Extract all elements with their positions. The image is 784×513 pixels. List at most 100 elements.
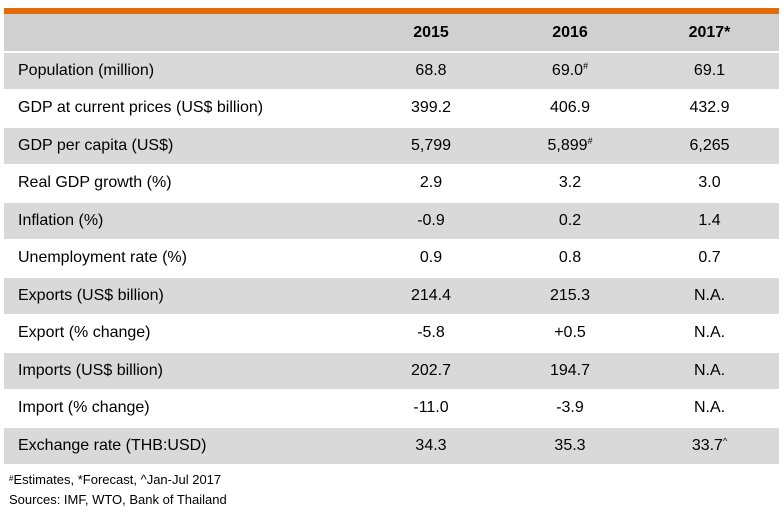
- header-corner-cell: [4, 14, 362, 52]
- value-cell: 34.3: [362, 427, 500, 465]
- cell-value: 68.8: [415, 62, 446, 79]
- cell-value: 0.9: [420, 249, 442, 266]
- footnote-mark: ^: [723, 436, 727, 446]
- cell-value: N.A.: [694, 362, 725, 379]
- value-cell: 0.7: [640, 240, 779, 278]
- value-cell: 1.4: [640, 202, 779, 240]
- table-row: Imports (US$ billion) 202.7 194.7 N.A.: [4, 352, 779, 390]
- value-cell: 33.7^: [640, 427, 779, 465]
- cell-value: 5,899: [547, 137, 587, 154]
- footnotes: #Estimates, *Forecast, ^Jan-Jul 2017 Sou…: [9, 470, 227, 510]
- cell-value: 202.7: [411, 362, 451, 379]
- value-cell: N.A.: [640, 315, 779, 353]
- row-label: Exports (US$ billion): [4, 277, 362, 315]
- value-cell: 69.0#: [500, 52, 640, 90]
- row-label: GDP per capita (US$): [4, 127, 362, 165]
- value-cell: N.A.: [640, 390, 779, 428]
- row-label: Export (% change): [4, 315, 362, 353]
- table-header-row: 2015 2016 2017*: [4, 14, 779, 52]
- cell-value: 406.9: [550, 99, 590, 116]
- table-row: GDP at current prices (US$ billion) 399.2…: [4, 90, 779, 128]
- row-label: Unemployment rate (%): [4, 240, 362, 278]
- table-row: Exchange rate (THB:USD) 34.3 35.3 33.7^: [4, 427, 779, 465]
- column-header-2015: 2015: [362, 14, 500, 52]
- value-cell: 68.8: [362, 52, 500, 90]
- table-row: Unemployment rate (%) 0.9 0.8 0.7: [4, 240, 779, 278]
- cell-value: 215.3: [550, 287, 590, 304]
- value-cell: 399.2: [362, 90, 500, 128]
- column-header-2017: 2017*: [640, 14, 779, 52]
- cell-value: 194.7: [550, 362, 590, 379]
- cell-value: 5,799: [411, 137, 451, 154]
- value-cell: +0.5: [500, 315, 640, 353]
- row-label: Inflation (%): [4, 202, 362, 240]
- value-cell: 3.2: [500, 165, 640, 203]
- value-cell: -3.9: [500, 390, 640, 428]
- cell-value: 2.9: [420, 174, 442, 191]
- value-cell: -11.0: [362, 390, 500, 428]
- value-cell: 2.9: [362, 165, 500, 203]
- value-cell: 0.2: [500, 202, 640, 240]
- cell-value: -0.9: [417, 212, 445, 229]
- row-label: Real GDP growth (%): [4, 165, 362, 203]
- value-cell: 6,265: [640, 127, 779, 165]
- economic-indicators-table: 2015 2016 2017* Population (million) 68.8…: [4, 14, 779, 466]
- cell-value: 432.9: [689, 99, 729, 116]
- cell-value: 6,265: [689, 137, 729, 154]
- cell-value: N.A.: [694, 287, 725, 304]
- value-cell: 0.9: [362, 240, 500, 278]
- cell-value: 0.2: [559, 212, 581, 229]
- row-label: Import (% change): [4, 390, 362, 428]
- value-cell: N.A.: [640, 277, 779, 315]
- cell-value: 3.0: [698, 174, 720, 191]
- value-cell: 69.1: [640, 52, 779, 90]
- table-row: Inflation (%) -0.9 0.2 1.4: [4, 202, 779, 240]
- table-row: Exports (US$ billion) 214.4 215.3 N.A.: [4, 277, 779, 315]
- footnote-estimates-mark: #: [9, 474, 13, 483]
- table-body: Population (million) 68.8 69.0# 69.1 GDP at …: [4, 52, 779, 465]
- cell-value: 1.4: [698, 212, 720, 229]
- cell-value: 35.3: [554, 437, 585, 454]
- table-row: Export (% change) -5.8 +0.5 N.A.: [4, 315, 779, 353]
- value-cell: 214.4: [362, 277, 500, 315]
- value-cell: 406.9: [500, 90, 640, 128]
- cell-value: 33.7: [692, 437, 723, 454]
- row-label: Imports (US$ billion): [4, 352, 362, 390]
- value-cell: 0.8: [500, 240, 640, 278]
- cell-value: 69.0: [552, 62, 583, 79]
- value-cell: N.A.: [640, 352, 779, 390]
- cell-value: 34.3: [415, 437, 446, 454]
- cell-value: -11.0: [413, 399, 448, 416]
- table-row: Real GDP growth (%) 2.9 3.2 3.0: [4, 165, 779, 203]
- value-cell: 5,799: [362, 127, 500, 165]
- table-row: Population (million) 68.8 69.0# 69.1: [4, 52, 779, 90]
- value-cell: 194.7: [500, 352, 640, 390]
- footnote-mark: #: [588, 136, 593, 146]
- value-cell: 35.3: [500, 427, 640, 465]
- cell-value: -3.9: [556, 399, 584, 416]
- row-label: Exchange rate (THB:USD): [4, 427, 362, 465]
- value-cell: 202.7: [362, 352, 500, 390]
- value-cell: 3.0: [640, 165, 779, 203]
- cell-value: 214.4: [411, 287, 451, 304]
- value-cell: -0.9: [362, 202, 500, 240]
- cell-value: 0.7: [698, 249, 720, 266]
- cell-value: 69.1: [694, 62, 725, 79]
- value-cell: -5.8: [362, 315, 500, 353]
- footnote-legend: #Estimates, *Forecast, ^Jan-Jul 2017: [9, 470, 227, 490]
- value-cell: 432.9: [640, 90, 779, 128]
- cell-value: +0.5: [554, 324, 586, 341]
- cell-value: 3.2: [559, 174, 581, 191]
- footnote-mark: #: [583, 61, 588, 71]
- table-row: GDP per capita (US$) 5,799 5,899# 6,265: [4, 127, 779, 165]
- cell-value: N.A.: [694, 399, 725, 416]
- row-label: GDP at current prices (US$ billion): [4, 90, 362, 128]
- value-cell: 215.3: [500, 277, 640, 315]
- cell-value: 0.8: [559, 249, 581, 266]
- footnote-sources: Sources: IMF, WTO, Bank of Thailand: [9, 490, 227, 510]
- value-cell: 5,899#: [500, 127, 640, 165]
- cell-value: N.A.: [694, 324, 725, 341]
- cell-value: 399.2: [411, 99, 451, 116]
- row-label: Population (million): [4, 52, 362, 90]
- cell-value: -5.8: [417, 324, 445, 341]
